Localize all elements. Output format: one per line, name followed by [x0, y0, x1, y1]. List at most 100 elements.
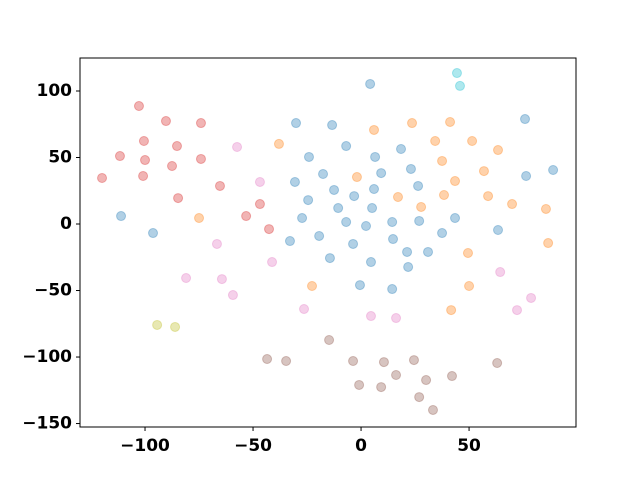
point [483, 191, 494, 202]
point [543, 238, 554, 249]
point [430, 136, 441, 147]
point [303, 151, 314, 162]
point [314, 230, 325, 241]
point [378, 357, 389, 368]
point [391, 369, 402, 380]
point [464, 280, 475, 291]
point [392, 192, 403, 203]
y-tick-label: 100 [37, 81, 73, 101]
point [114, 151, 125, 162]
point [388, 234, 399, 245]
point [273, 138, 284, 149]
point [181, 273, 192, 284]
x-tick-label: −100 [120, 436, 170, 456]
point [354, 379, 365, 390]
point [267, 257, 278, 268]
point [391, 313, 402, 324]
point [520, 114, 531, 125]
point [354, 280, 365, 291]
point [254, 176, 265, 187]
point [333, 203, 344, 214]
point [493, 224, 504, 235]
point [451, 68, 462, 79]
y-tick-label: 0 [60, 214, 72, 234]
point [447, 371, 457, 382]
point [307, 280, 318, 291]
point [318, 168, 329, 179]
point [303, 195, 314, 206]
point [416, 201, 427, 212]
x-tick-label: −50 [234, 436, 272, 456]
point [367, 203, 378, 214]
point [446, 305, 457, 316]
point [437, 228, 448, 239]
point [437, 155, 448, 166]
point [402, 246, 413, 257]
point [227, 290, 238, 301]
point [387, 284, 398, 295]
point [439, 190, 450, 201]
point [369, 184, 380, 195]
point [195, 153, 206, 164]
point [327, 120, 338, 131]
point [167, 161, 178, 172]
point [116, 211, 127, 222]
point [232, 141, 243, 152]
y-tick-label: −100 [22, 347, 72, 367]
point [526, 292, 537, 303]
point [341, 141, 352, 152]
point [329, 184, 340, 195]
point [254, 199, 265, 210]
point [140, 155, 151, 166]
point [195, 118, 206, 129]
point [376, 382, 387, 393]
point [405, 163, 416, 174]
point [170, 321, 181, 332]
point [414, 392, 425, 403]
point [365, 257, 376, 268]
point [194, 213, 205, 224]
point [421, 375, 432, 386]
point [521, 170, 532, 181]
point [495, 267, 506, 278]
point [361, 221, 372, 232]
x-tick-label: 50 [457, 436, 481, 456]
point [423, 246, 434, 257]
point [289, 176, 300, 187]
point [299, 304, 310, 315]
point [351, 172, 362, 183]
point [369, 124, 380, 135]
point [540, 203, 551, 214]
point [216, 274, 227, 285]
point [264, 224, 275, 235]
point [445, 116, 456, 127]
point [348, 356, 359, 367]
point [214, 180, 225, 191]
point [478, 166, 489, 177]
point [148, 228, 159, 239]
y-tick-label: 50 [48, 147, 72, 167]
point [341, 217, 352, 228]
point [450, 213, 461, 224]
point [160, 116, 171, 127]
point [407, 118, 418, 129]
point [467, 136, 478, 147]
point [450, 176, 461, 187]
plot-frame [79, 57, 577, 428]
point [348, 238, 359, 249]
point [365, 311, 376, 322]
point [324, 335, 335, 346]
point [138, 170, 149, 181]
point [507, 199, 518, 210]
y-tick-label: −50 [34, 281, 72, 301]
point [365, 78, 376, 89]
point [152, 319, 163, 330]
point [97, 172, 108, 183]
point [173, 193, 184, 204]
point [548, 165, 559, 176]
point [408, 355, 419, 366]
point [403, 261, 414, 272]
point [387, 217, 398, 228]
point [512, 305, 523, 316]
